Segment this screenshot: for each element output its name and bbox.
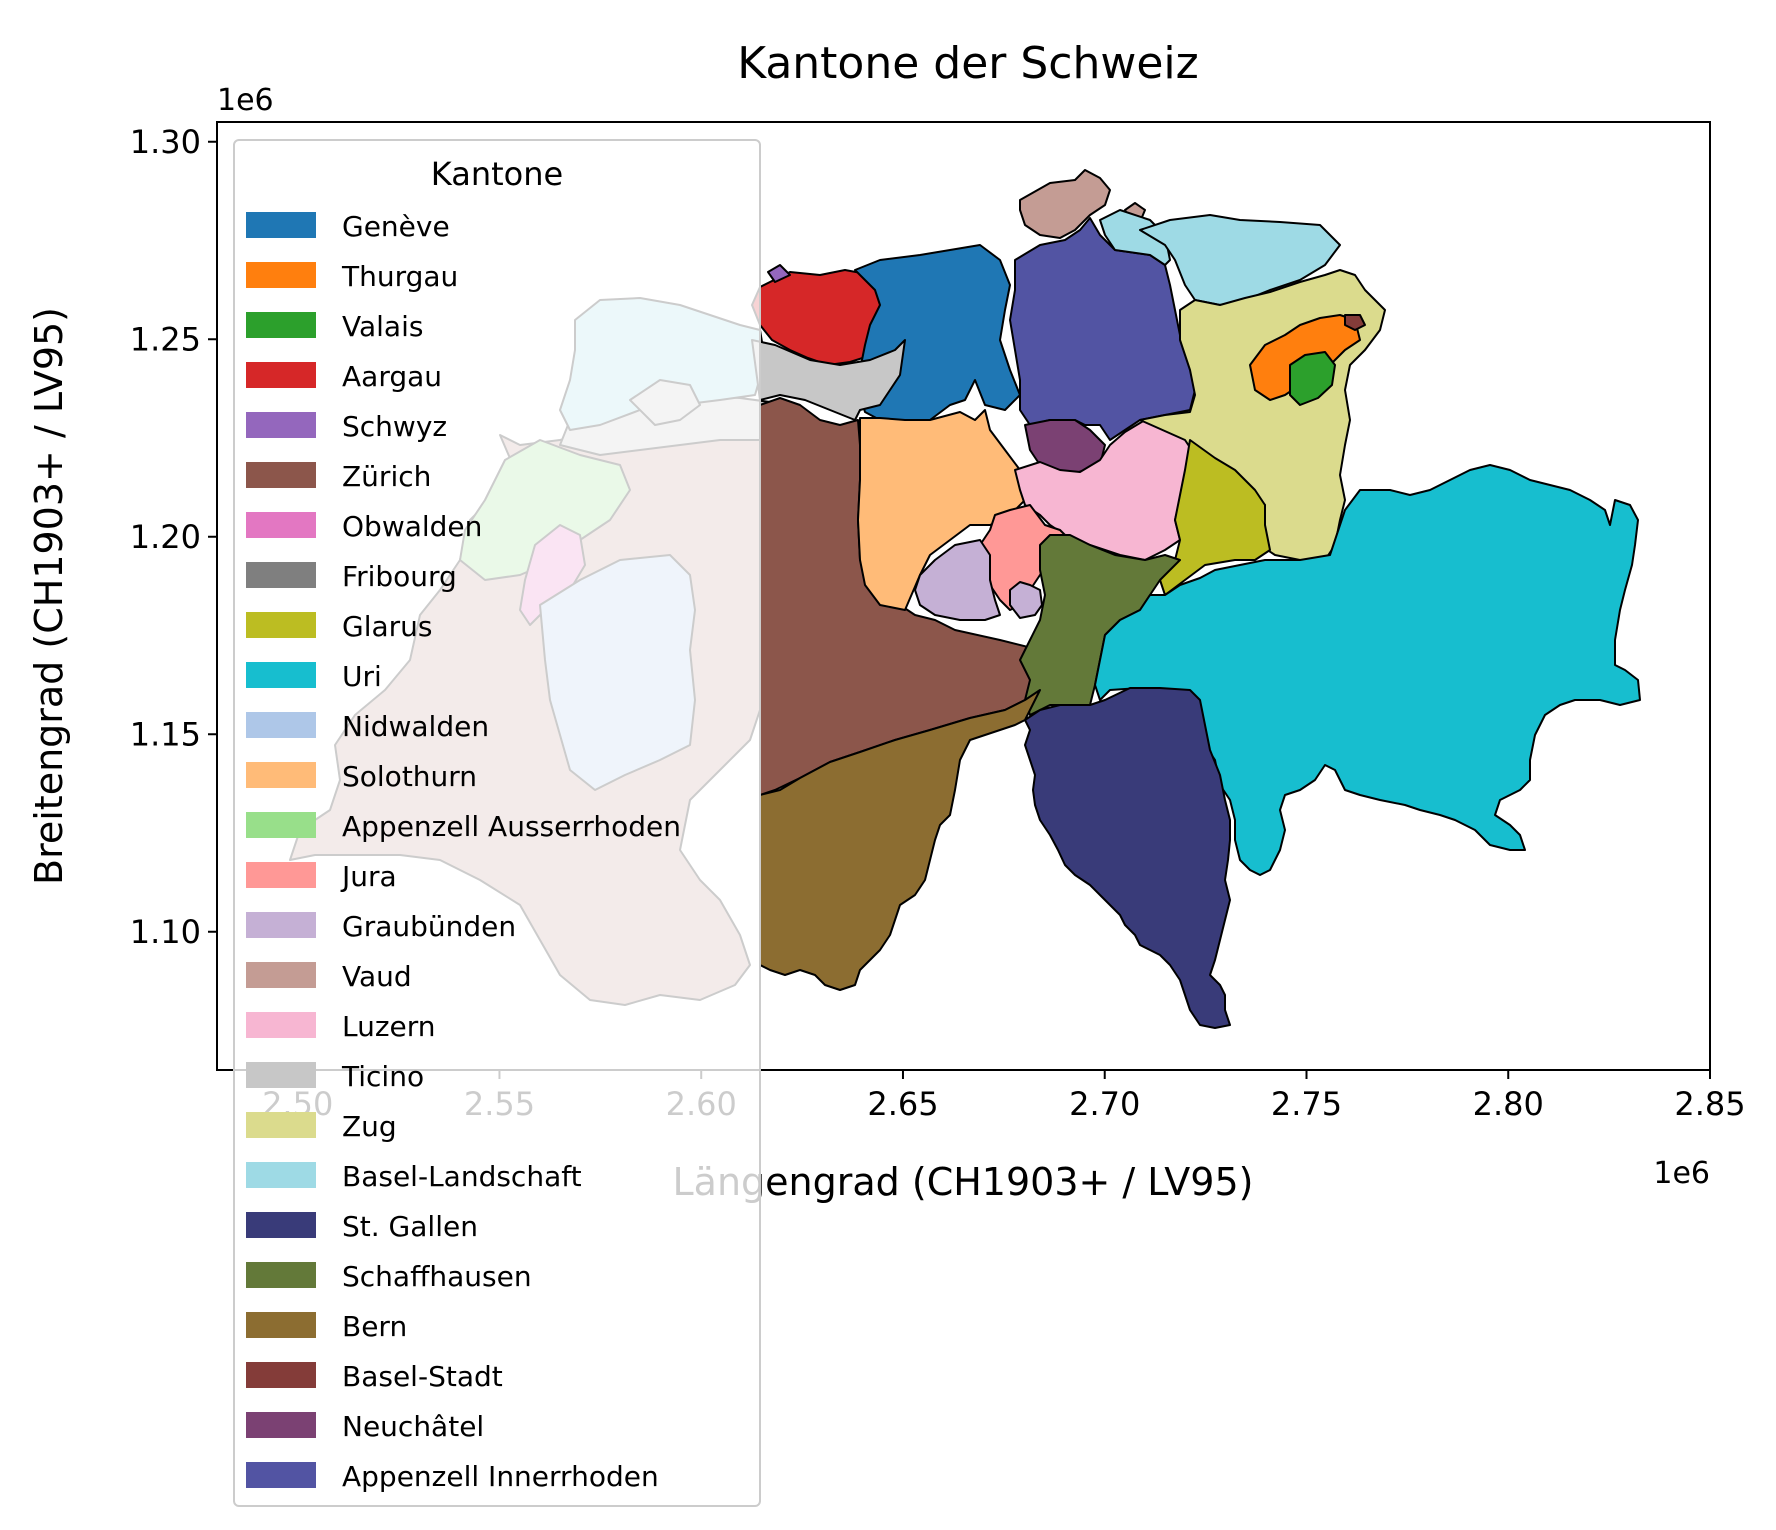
legend-label-fribourg: Fribourg (342, 560, 457, 593)
y-tick-label: 1.10 (130, 913, 201, 951)
legend: Kantone Genève Thurgau Valais Aargau Schwyz Z… (233, 139, 761, 1507)
x-tick-label: 2.70 (1069, 1085, 1140, 1123)
legend-label-glarus: Glarus (342, 610, 432, 643)
legend-label-vaud: Vaud (342, 960, 412, 993)
legend-label-ticino: Ticino (341, 1060, 424, 1093)
legend-label-thurgau: Thurgau (341, 260, 458, 293)
legend-swatch-geneve (246, 212, 316, 238)
canton-basel-landschaft-3 (1139, 214, 1341, 306)
legend-swatch-appenzell-ausserrhoden (246, 812, 316, 838)
legend-swatch-jura (246, 862, 316, 888)
legend-swatch-zug (246, 1112, 316, 1138)
x-axis-label: Längengrad (CH1903+ / LV95) (673, 1160, 1254, 1204)
legend-swatch-basel-landschaft (246, 1162, 316, 1188)
x-tick-label: 2.65 (867, 1085, 938, 1123)
legend-label-basel-stadt: Basel-Stadt (342, 1360, 503, 1393)
legend-label-graubunden: Graubünden (342, 910, 516, 943)
x-tick-label: 2.85 (1674, 1085, 1745, 1123)
legend-label-neuchatel: Neuchâtel (342, 1410, 484, 1443)
legend-label-zug: Zug (342, 1110, 397, 1143)
legend-entries: Genève Thurgau Valais Aargau Schwyz Zürich Obw… (246, 210, 681, 1493)
y-axis-label: Breitengrad (CH1903+ / LV95) (27, 307, 71, 885)
canton-graubunden (914, 539, 1001, 621)
legend-label-uri: Uri (342, 660, 382, 693)
y-axis-ticks: 1.10 1.15 1.20 1.25 1.30 (130, 123, 217, 951)
legend-swatch-bern (246, 1312, 316, 1338)
legend-swatch-st-gallen (246, 1212, 316, 1238)
legend-swatch-schaffhausen (246, 1262, 316, 1288)
legend-box (233, 139, 761, 1507)
canton-schwyz (767, 264, 791, 283)
canton-graubunden-2 (1009, 581, 1043, 619)
legend-swatch-vaud (246, 962, 316, 988)
legend-label-geneve: Genève (342, 210, 450, 243)
legend-label-st-gallen: St. Gallen (342, 1210, 478, 1243)
canton-bern (759, 689, 1041, 991)
legend-label-bern: Bern (342, 1310, 407, 1343)
legend-swatch-basel-stadt (246, 1362, 316, 1388)
canton-ticino-3 (751, 339, 906, 421)
legend-label-zurich: Zürich (342, 460, 431, 493)
legend-swatch-nidwalden (246, 712, 316, 738)
legend-swatch-thurgau (246, 262, 316, 288)
canton-valais (1289, 351, 1336, 406)
legend-label-aargau: Aargau (342, 360, 442, 393)
y-offset-label: 1e6 (217, 83, 274, 118)
x-tick-label: 2.80 (1473, 1085, 1544, 1123)
legend-label-solothurn: Solothurn (342, 760, 477, 793)
legend-label-appenzell-ausserrhoden: Appenzell Ausserrhoden (342, 810, 681, 843)
y-tick-label: 1.20 (130, 518, 201, 556)
legend-swatch-obwalden (246, 512, 316, 538)
legend-swatch-aargau (246, 362, 316, 388)
y-tick-label: 1.25 (130, 320, 201, 358)
legend-label-obwalden: Obwalden (342, 510, 482, 543)
legend-swatch-zurich (246, 462, 316, 488)
legend-swatch-glarus (246, 612, 316, 638)
legend-swatch-solothurn (246, 762, 316, 788)
legend-swatch-luzern (246, 1012, 316, 1038)
canton-basel-landschaft-2 (1099, 209, 1171, 266)
legend-label-appenzell-innerrhoden: Appenzell Innerrhoden (342, 1460, 659, 1493)
x-tick-label: 2.75 (1271, 1085, 1342, 1123)
legend-label-basel-landschaft: Basel-Landschaft (342, 1160, 582, 1193)
legend-label-nidwalden: Nidwalden (342, 710, 489, 743)
legend-swatch-ticino (246, 1062, 316, 1088)
legend-label-jura: Jura (340, 860, 397, 893)
y-tick-label: 1.15 (130, 715, 201, 753)
chart-title: Kantone der Schweiz (737, 38, 1199, 89)
legend-label-valais: Valais (342, 310, 423, 343)
legend-swatch-uri (246, 662, 316, 688)
legend-title: Kantone (431, 155, 563, 193)
legend-label-schwyz: Schwyz (342, 410, 447, 443)
legend-label-luzern: Luzern (342, 1010, 436, 1043)
x-axis-ticks: 2.502.552.602.652.702.752.802.85 (262, 1070, 1746, 1123)
legend-swatch-schwyz (246, 412, 316, 438)
legend-swatch-graubunden (246, 912, 316, 938)
x-offset-label: 1e6 (1653, 1156, 1710, 1191)
legend-swatch-valais (246, 312, 316, 338)
canton-basel-stadt (1344, 314, 1366, 331)
y-tick-label: 1.30 (130, 123, 201, 161)
legend-swatch-appenzell-innerrhoden (246, 1462, 316, 1488)
legend-label-schaffhausen: Schaffhausen (342, 1260, 532, 1293)
canton-vaud-2 (1019, 169, 1111, 239)
legend-swatch-neuchatel (246, 1412, 316, 1438)
plot-area-frame (216, 121, 1711, 1071)
canton-st-gallen (1024, 687, 1231, 1029)
canton-glarus (1159, 439, 1271, 596)
legend-swatch-fribourg (246, 562, 316, 588)
